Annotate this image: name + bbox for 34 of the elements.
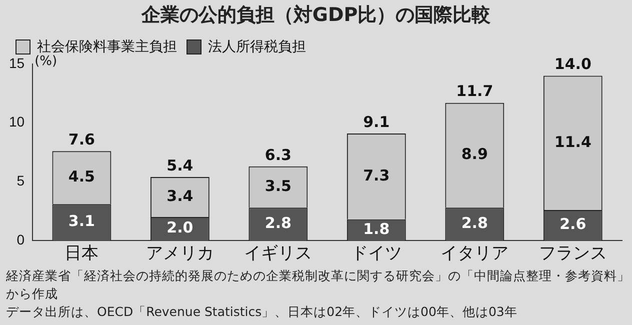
y-tick-label: 0 — [16, 231, 25, 248]
data-label: 3.1 — [68, 212, 95, 230]
data-label: 2.0 — [166, 218, 194, 237]
data-label: 4.5 — [68, 168, 95, 186]
total-label: 11.7 — [456, 82, 494, 100]
legend-label: 法人所得税負担 — [208, 38, 306, 54]
data-label: 2.6 — [560, 215, 586, 234]
total-label: 5.4 — [166, 156, 194, 174]
x-tick-label: 日本 — [64, 243, 99, 262]
data-label: 3.4 — [166, 186, 194, 205]
x-tick-label: イギリス — [244, 243, 312, 262]
data-label: 7.3 — [363, 166, 390, 184]
data-label: 2.8 — [264, 214, 292, 232]
text: 経済産業省「経済社会の持続的発展のための企業税制改革に関する研究会」の「中間論点整理・参考資料」から作成 — [6, 267, 631, 303]
y-axis-title: (%) — [34, 54, 58, 69]
y-tick-label: 5 — [16, 172, 25, 189]
data-label: 11.4 — [554, 132, 592, 151]
data-label: 8.9 — [461, 145, 488, 164]
y-tick-label: 10 — [8, 114, 25, 130]
total-label: 7.6 — [68, 130, 95, 149]
x-tick-label: ドイツ — [350, 243, 402, 262]
x-tick-label: イタリア — [440, 243, 509, 262]
x-tick-label: フランス — [538, 243, 607, 262]
total-label: 6.3 — [264, 146, 292, 164]
text: データ出所は、OECD「Revenue Statistics」、日本は02年、ドイツは00年、他は03年 — [6, 303, 518, 321]
data-label: 1.8 — [363, 220, 390, 238]
total-label: 14.0 — [554, 55, 592, 74]
chart-title: 企業の公的負担（対GDP比）の国際比較 — [140, 3, 492, 28]
data-label: 3.5 — [264, 176, 292, 195]
total-label: 9.1 — [363, 112, 390, 131]
data-label: 2.8 — [461, 214, 488, 232]
x-tick-label: アメリカ — [146, 243, 214, 262]
y-tick-label: 15 — [8, 54, 25, 71]
legend-label: 社会保険料事業主負担 — [37, 38, 177, 54]
